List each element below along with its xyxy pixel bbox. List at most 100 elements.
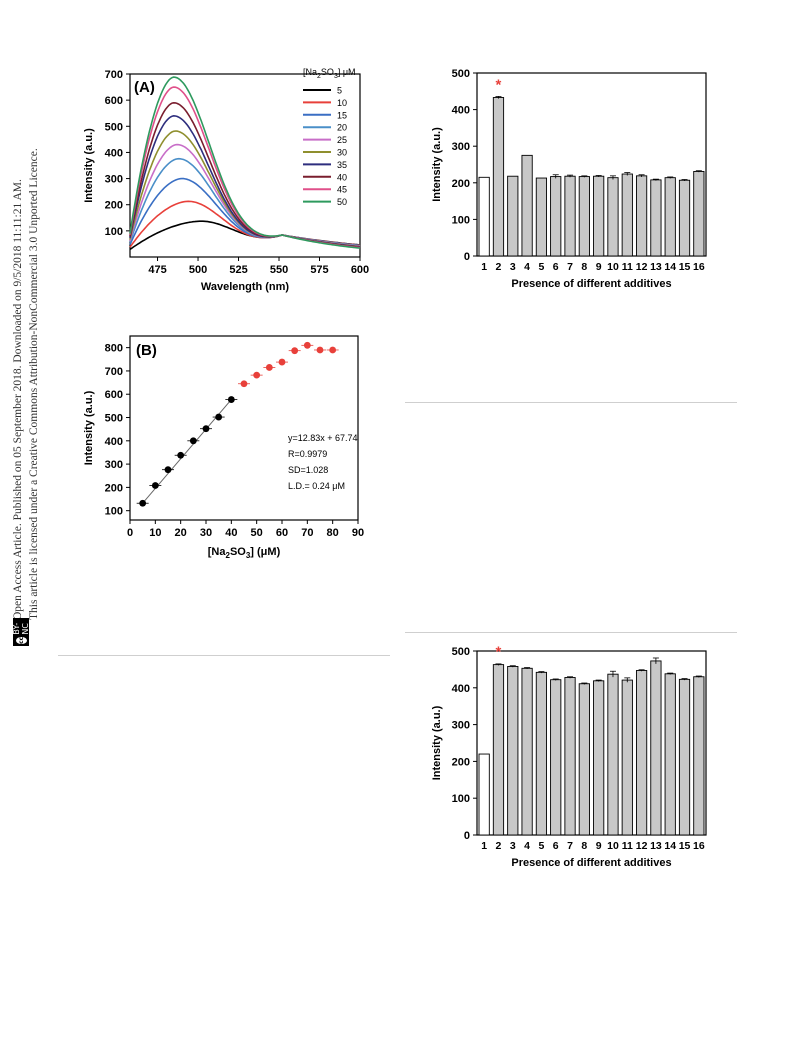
chart-b-point-linear-7 — [227, 396, 235, 403]
bar-3 — [507, 175, 519, 257]
bar-category-label: 5 — [538, 840, 544, 852]
chart-b-xtick-label: 70 — [301, 527, 313, 539]
chart-b-xtick-label: 40 — [225, 527, 237, 539]
bar-category-label: 10 — [607, 261, 619, 273]
bar-4 — [521, 154, 533, 257]
chart-a-legend-end: ] μM — [338, 67, 356, 77]
bar-14 — [664, 673, 676, 836]
chart-a-xtick-label: 500 — [189, 264, 207, 276]
bar-16 — [693, 676, 705, 836]
chart-a-panel-label: (A) — [134, 79, 155, 96]
chart-b-annotation: L.D.= 0.24 μM — [288, 481, 345, 491]
chart-b-point-saturation-4 — [291, 347, 299, 355]
chart-b-point-linear-1 — [151, 482, 159, 489]
bar-16 — [693, 171, 705, 257]
chart-b-ytick-label: 800 — [105, 343, 123, 355]
chart-a-xtick-label: 475 — [148, 264, 166, 276]
chart-b-xtick-label: 80 — [327, 527, 339, 539]
divider-left-1 — [58, 655, 390, 656]
chart-a-xlabel: Wavelength (nm) — [201, 281, 290, 293]
chart-b-xlabel: [Na2SO3] (μM) — [208, 546, 281, 560]
chart-b-xtick-label: 30 — [200, 527, 212, 539]
chart-a-legend-entry: 35 — [337, 160, 347, 170]
bar-category-label: 1 — [481, 261, 487, 273]
chart-a-legend-entry: 5 — [337, 86, 342, 96]
chart-a-legend-entry: 45 — [337, 185, 347, 195]
bar-category-label: 2 — [496, 261, 502, 273]
chart-a-legend-entry: 10 — [337, 98, 347, 108]
bar-ytick-label: 100 — [452, 793, 470, 805]
chart-a-ytick-label: 700 — [105, 69, 123, 81]
bar-11 — [621, 679, 633, 836]
bar-11 — [621, 173, 633, 257]
chart-a-frame — [129, 73, 361, 258]
chart-b-point-saturation-6 — [316, 346, 324, 354]
bar-category-label: 7 — [567, 840, 573, 852]
bar-ylabel: Intensity (a.u.) — [431, 127, 443, 202]
chart-b-xtick-label: 90 — [352, 527, 364, 539]
bar-category-label: 3 — [510, 840, 516, 852]
bar-significance-star: * — [496, 77, 502, 94]
bar-category-label: 4 — [524, 840, 530, 852]
chart-b-ytick-label: 300 — [105, 459, 123, 471]
bar-category-label: 7 — [567, 261, 573, 273]
bar-ytick-label: 400 — [452, 683, 470, 695]
bar-13 — [650, 660, 662, 836]
chart-b-xtick-label: 0 — [127, 527, 133, 539]
chart-a-xtick-label: 600 — [351, 264, 369, 276]
chart-chartC-frame — [476, 72, 707, 257]
bar-category-label: 15 — [679, 261, 691, 273]
bar-category-label: 11 — [622, 261, 633, 273]
bar-category-label: 13 — [650, 840, 662, 852]
chart-chartD-frame — [476, 650, 707, 836]
chart-a-ytick-label: 600 — [105, 95, 123, 107]
bar-ytick-label: 500 — [452, 68, 470, 80]
chart-b-xlabel-part: [Na — [208, 546, 227, 558]
bar-category-label: 14 — [664, 261, 676, 273]
bar-15 — [678, 678, 691, 836]
bar-category-label: 1 — [481, 840, 487, 852]
chart-b-point-linear-2 — [164, 466, 172, 474]
bar-9 — [593, 680, 605, 836]
bar-1 — [478, 753, 490, 836]
chart-a-ytick-label: 200 — [105, 200, 123, 212]
bar-significance-star: * — [496, 644, 502, 661]
bar-category-label: 10 — [607, 840, 619, 852]
chart-b-point-linear-6 — [215, 413, 223, 421]
chart-b-annotation: R=0.9979 — [288, 449, 327, 459]
chart-a-ytick-label: 300 — [105, 174, 123, 186]
chart-a-xtick-label: 525 — [229, 264, 247, 276]
bar-category-label: 12 — [636, 840, 648, 852]
chart-b-annotation: y=12.83x + 67.74 — [288, 433, 358, 443]
chart-b-point-linear-0 — [139, 499, 147, 507]
chart-b-frame — [129, 335, 359, 521]
chart-b-annotation: SD=1.028 — [288, 465, 328, 475]
bar-ylabel: Intensity (a.u.) — [431, 705, 443, 780]
chart-b-xlabel-part: ] (μM) — [250, 546, 280, 558]
chart-b-ytick-label: 600 — [105, 389, 123, 401]
bar-category-label: 16 — [693, 840, 705, 852]
bar-ytick-label: 400 — [452, 105, 470, 117]
bar-category-label: 4 — [524, 261, 530, 273]
chart-b-xtick-label: 20 — [175, 527, 187, 539]
bar-12 — [635, 175, 648, 257]
chart-a-legend-entry: 15 — [337, 110, 347, 120]
divider-right-2 — [405, 632, 737, 633]
bar-7 — [564, 677, 576, 836]
bar-4 — [521, 667, 533, 836]
bar-ytick-label: 200 — [452, 178, 470, 190]
chart-a-legend-entry: 25 — [337, 135, 347, 145]
bar-xlabel: Presence of different additives — [511, 278, 671, 290]
chart-b-point-saturation-5 — [303, 341, 311, 349]
chart-a-ytick-label: 500 — [105, 121, 123, 133]
chart-b-point-linear-5 — [202, 425, 210, 433]
bar-category-label: 16 — [693, 261, 705, 273]
bar-8 — [578, 176, 590, 257]
bar-category-label: 6 — [553, 840, 559, 852]
chart-b-ylabel: Intensity (a.u.) — [83, 390, 95, 465]
chart-b-point-saturation-7 — [329, 346, 337, 354]
bar-category-label: 2 — [496, 840, 502, 852]
chart-a-legend-entry: 20 — [337, 123, 347, 133]
